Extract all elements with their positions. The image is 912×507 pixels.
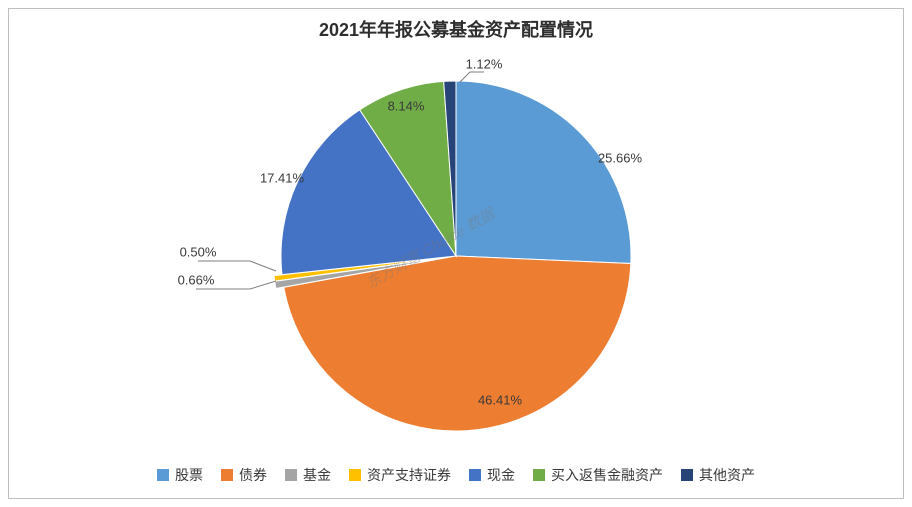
leader-lines: [0, 0, 912, 507]
legend-swatch: [221, 469, 233, 481]
legend-label: 现金: [487, 465, 515, 485]
legend-label: 其他资产: [699, 465, 755, 485]
label-现金: 17.41%: [260, 171, 304, 186]
legend-item-股票: 股票: [157, 465, 203, 485]
leader-资产支持证券: [198, 261, 276, 271]
legend-swatch: [469, 469, 481, 481]
legend-item-基金: 基金: [285, 465, 331, 485]
label-其他资产: 1.12%: [466, 57, 503, 72]
legend-item-资产支持证券: 资产支持证券: [349, 465, 451, 485]
legend-label: 股票: [175, 465, 203, 485]
legend-label: 资产支持证券: [367, 465, 451, 485]
legend-swatch: [533, 469, 545, 481]
legend-swatch: [157, 469, 169, 481]
leader-其他资产: [460, 72, 484, 82]
legend-item-现金: 现金: [469, 465, 515, 485]
legend-label: 债券: [239, 465, 267, 485]
legend-label: 买入返售金融资产: [551, 465, 663, 485]
legend-swatch: [349, 469, 361, 481]
legend-label: 基金: [303, 465, 331, 485]
legend-item-其他资产: 其他资产: [681, 465, 755, 485]
legend-swatch: [681, 469, 693, 481]
label-资产支持证券: 0.50%: [180, 245, 217, 260]
legend-swatch: [285, 469, 297, 481]
label-债券: 46.41%: [478, 393, 522, 408]
label-买入返售金融资产: 8.14%: [388, 99, 425, 114]
legend-item-买入返售金融资产: 买入返售金融资产: [533, 465, 663, 485]
label-基金: 0.66%: [178, 273, 215, 288]
legend-item-债券: 债券: [221, 465, 267, 485]
label-股票: 25.66%: [598, 151, 642, 166]
legend: 股票 债券 基金 资产支持证券 现金 买入返售金融资产 其他资产: [0, 465, 912, 485]
